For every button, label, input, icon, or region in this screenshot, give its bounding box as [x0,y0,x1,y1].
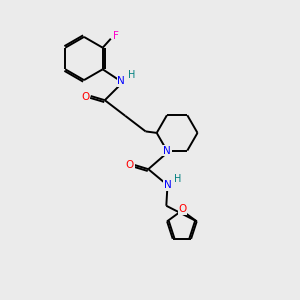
Text: N: N [163,146,171,156]
Text: F: F [113,31,118,41]
Text: O: O [126,160,134,170]
Text: O: O [81,92,89,102]
Text: H: H [128,70,135,80]
Text: O: O [178,204,187,214]
Text: N: N [164,180,172,190]
Text: N: N [117,76,125,86]
Text: H: H [174,174,182,184]
